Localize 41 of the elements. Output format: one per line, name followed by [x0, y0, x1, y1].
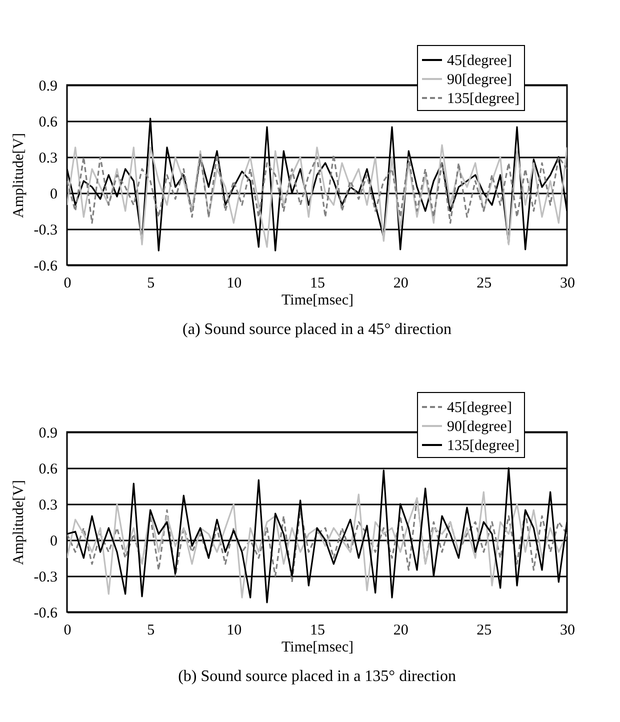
legend-label: 45[degree] — [447, 400, 512, 416]
line-series — [67, 491, 567, 598]
legend-label: 90[degree] — [447, 72, 512, 88]
x-tick-label: 20 — [393, 622, 408, 638]
x-tick-label: 30 — [560, 622, 575, 638]
line-series — [67, 154, 567, 224]
x-tick-label: 0 — [64, 276, 72, 292]
x-tick-label: 25 — [476, 622, 492, 638]
x-tick-label: 25 — [476, 276, 492, 292]
x-tick-label: 30 — [560, 276, 575, 292]
x-tick-label: 5 — [147, 276, 155, 292]
text: (a) Sound source placed in a 45° direction — [182, 321, 452, 338]
y-tick-label: 0.3 — [38, 150, 58, 166]
x-tick-label: 20 — [393, 276, 408, 292]
x-tick-label: 5 — [147, 622, 155, 638]
legend-label: 45[degree] — [447, 53, 512, 69]
y-tick-label: 0.9 — [38, 426, 58, 442]
y-tick-label: -0.3 — [34, 570, 58, 586]
y-tick-label: -0.6 — [34, 258, 58, 274]
legend-label: 135[degree] — [447, 91, 520, 107]
y-tick-label: -0.3 — [34, 222, 58, 238]
y-tick-label: -0.6 — [34, 606, 58, 622]
y-tick-label: 0.6 — [38, 114, 58, 130]
y-tick-label: 0.9 — [38, 78, 58, 94]
x-tick-label: 10 — [226, 276, 242, 292]
y-tick-label: 0.3 — [38, 498, 58, 514]
text: (b) Sound source placed in a 135° direction — [178, 668, 456, 685]
x-tick-label: 0 — [64, 622, 72, 638]
x-tick-label: 15 — [310, 276, 325, 292]
y-axis-title: Amplitude[V] — [10, 133, 27, 218]
x-axis-title: Time[msec] — [282, 640, 354, 656]
y-tick-label: 0 — [50, 186, 58, 202]
x-axis-title: Time[msec] — [282, 292, 354, 308]
legend-label: 90[degree] — [447, 419, 512, 435]
x-tick-label: 10 — [226, 622, 242, 638]
legend-label: 135[degree] — [447, 438, 520, 454]
x-tick-label: 15 — [310, 622, 325, 638]
y-tick-label: 0.6 — [38, 462, 58, 478]
y-tick-label: 0 — [50, 534, 58, 550]
line-series — [67, 144, 567, 248]
y-axis-title: Amplitude[V] — [10, 480, 27, 565]
